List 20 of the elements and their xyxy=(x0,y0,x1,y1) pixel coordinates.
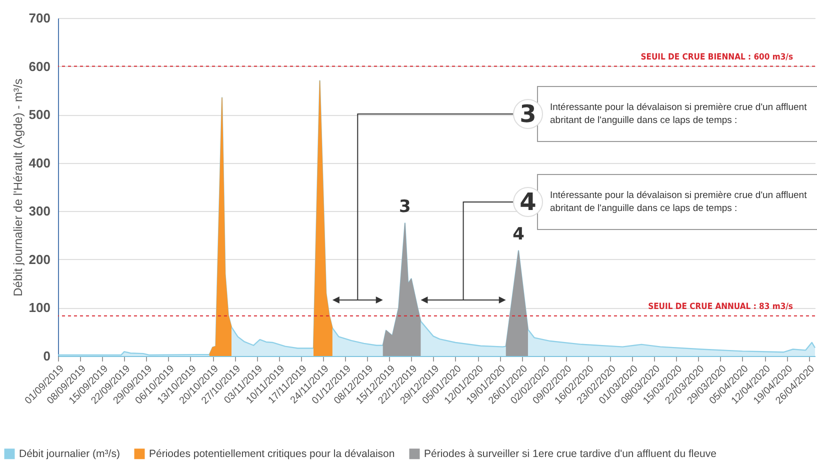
callout-box: Intéressante pour la dévalaison si première crue d'un affluent abritant de l'anguille dans ce laps de temps : xyxy=(537,174,817,230)
y-tick-label: 500 xyxy=(28,107,50,122)
legend-label: Débit journalier (m³/s) xyxy=(19,448,120,460)
callout-box: Intéressante pour la dévalaison si première crue d'un affluent abritant de l'anguille dans ce laps de temps : xyxy=(537,86,817,142)
y-axis-title: Débit journalier de l'Hérault (Agde) - m³/s xyxy=(10,78,25,296)
y-tick-label: 400 xyxy=(28,155,50,170)
y-tick-label: 100 xyxy=(28,300,50,316)
annotation: 4 xyxy=(513,187,543,217)
ref-line-label: SEUIL DE CRUE ANNUAL : 83 m3/s xyxy=(648,302,794,312)
y-tick-label: 200 xyxy=(28,252,50,267)
y-tick-label: 600 xyxy=(28,58,50,74)
ref-line-label: SEUIL DE CRUE BIENNAL : 600 m3/s xyxy=(640,52,794,62)
y-tick-label: 700 xyxy=(28,10,50,26)
legend-label: Périodes à surveiller si 1ere crue tardive d'un affluent du fleuve xyxy=(424,448,717,460)
y-tick-label: 0 xyxy=(43,348,50,364)
legend-label: Périodes potentiellement critiques pour la dévalaison xyxy=(149,448,395,460)
annotation: 3 xyxy=(399,197,411,218)
annotation: 4 xyxy=(512,224,525,245)
annotation: 3 xyxy=(513,99,543,129)
y-tick-label: 300 xyxy=(28,204,50,219)
